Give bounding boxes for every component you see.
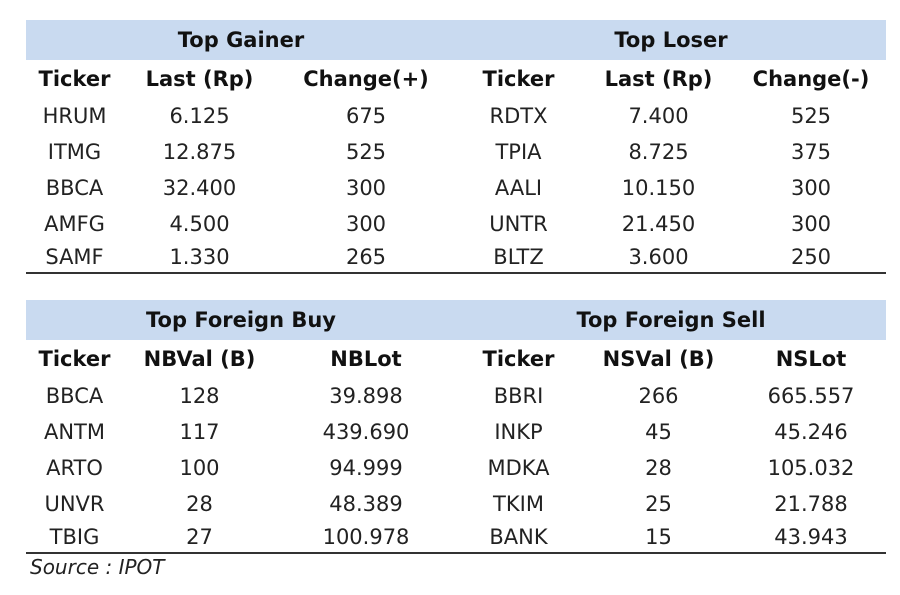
column-header: NSLot bbox=[775, 347, 847, 371]
table-cell: MDKA bbox=[487, 456, 550, 480]
column-header: NBLot bbox=[330, 347, 402, 371]
gainer-loser-header: Top Gainer Top Loser bbox=[26, 20, 886, 60]
table-cell: 4.500 bbox=[169, 212, 230, 236]
table-cell: UNTR bbox=[489, 212, 548, 236]
table-row: BBCA 32.400 300 AALI 10.150 300 bbox=[26, 170, 886, 206]
table-cell: BBCA bbox=[45, 176, 104, 200]
table-cell: UNVR bbox=[44, 492, 105, 516]
table-cell: TPIA bbox=[495, 140, 542, 164]
table-row: ARTO 100 94.999 MDKA 28 105.032 bbox=[26, 450, 886, 486]
foreign-flow-header: Top Foreign Buy Top Foreign Sell bbox=[26, 300, 886, 340]
table-cell: 48.389 bbox=[329, 492, 403, 516]
table-cell: 15 bbox=[645, 525, 672, 549]
column-header: Change(+) bbox=[303, 67, 429, 91]
table-cell: AMFG bbox=[44, 212, 105, 236]
top-foreign-sell-title: Top Foreign Sell bbox=[576, 308, 766, 332]
table-cell: 439.690 bbox=[322, 420, 410, 444]
top-foreign-buy-title: Top Foreign Buy bbox=[146, 308, 336, 332]
table-cell: 94.999 bbox=[329, 456, 403, 480]
table-header-row: Ticker NBVal (B) NBLot Ticker NSVal (B) … bbox=[26, 340, 886, 378]
table-cell: 128 bbox=[179, 384, 220, 408]
table-row: TBIG 27 100.978 BANK 15 43.943 bbox=[26, 522, 886, 553]
top-gainer-title: Top Gainer bbox=[177, 28, 305, 52]
table-cell: 39.898 bbox=[329, 384, 403, 408]
foreign-flow-section: Top Foreign Buy Top Foreign Sell Ticker … bbox=[26, 300, 886, 554]
table-cell: TKIM bbox=[493, 492, 544, 516]
table-cell: 43.943 bbox=[774, 525, 848, 549]
column-header: Last (Rp) bbox=[604, 67, 713, 91]
table-cell: 21.450 bbox=[621, 212, 696, 236]
table-cell: 21.788 bbox=[774, 492, 848, 516]
table-row: AMFG 4.500 300 UNTR 21.450 300 bbox=[26, 206, 886, 242]
table-cell: 27 bbox=[186, 525, 213, 549]
table-cell: 675 bbox=[345, 104, 387, 128]
table-row: SAMF 1.330 265 BLTZ 3.600 250 bbox=[26, 242, 886, 273]
table-row: HRUM 6.125 675 RDTX 7.400 525 bbox=[26, 98, 886, 134]
column-header: Ticker bbox=[482, 347, 555, 371]
source-note: Source : IPOT bbox=[30, 555, 165, 579]
table-cell: HRUM bbox=[42, 104, 107, 128]
table-cell: 7.400 bbox=[628, 104, 689, 128]
top-loser-title: Top Loser bbox=[614, 28, 728, 52]
column-header: NBVal (B) bbox=[143, 347, 256, 371]
table-cell: 25 bbox=[645, 492, 672, 516]
table-cell: ITMG bbox=[47, 140, 102, 164]
column-header: Ticker bbox=[38, 67, 111, 91]
table-cell: INKP bbox=[494, 420, 543, 444]
table-cell: 525 bbox=[790, 104, 832, 128]
table-row: ANTM 117 439.690 INKP 45 45.246 bbox=[26, 414, 886, 450]
table-row: BBCA 128 39.898 BBRI 266 665.557 bbox=[26, 378, 886, 414]
column-header: Ticker bbox=[482, 67, 555, 91]
table-cell: 8.725 bbox=[628, 140, 689, 164]
table-cell: ANTM bbox=[43, 420, 106, 444]
table-cell: 266 bbox=[638, 384, 679, 408]
column-header: NSVal (B) bbox=[602, 347, 715, 371]
table-header-row: Ticker Last (Rp) Change(+) Ticker Last (… bbox=[26, 60, 886, 98]
table-cell: 117 bbox=[179, 420, 220, 444]
table-cell: 32.400 bbox=[162, 176, 237, 200]
table-row: ITMG 12.875 525 TPIA 8.725 375 bbox=[26, 134, 886, 170]
table-cell: BBRI bbox=[493, 384, 544, 408]
table-cell: 300 bbox=[345, 176, 387, 200]
column-header: Change(-) bbox=[752, 67, 870, 91]
foreign-flow-table: Ticker NBVal (B) NBLot Ticker NSVal (B) … bbox=[26, 340, 886, 554]
table-cell: ARTO bbox=[46, 456, 103, 480]
table-cell: 265 bbox=[345, 245, 387, 269]
table-cell: 28 bbox=[645, 456, 672, 480]
column-header: Last (Rp) bbox=[145, 67, 254, 91]
table-cell: 45 bbox=[645, 420, 672, 444]
table-cell: 105.032 bbox=[767, 456, 855, 480]
table-cell: 6.125 bbox=[169, 104, 230, 128]
table-cell: 300 bbox=[790, 212, 832, 236]
table-cell: 12.875 bbox=[162, 140, 237, 164]
table-cell: 375 bbox=[790, 140, 832, 164]
table-cell: 250 bbox=[790, 245, 832, 269]
table-cell: 28 bbox=[186, 492, 213, 516]
table-cell: 100.978 bbox=[322, 525, 410, 549]
table-cell: BANK bbox=[489, 525, 548, 549]
table-row: UNVR 28 48.389 TKIM 25 21.788 bbox=[26, 486, 886, 522]
table-cell: 45.246 bbox=[774, 420, 848, 444]
table-cell: BBCA bbox=[45, 384, 104, 408]
gainer-loser-table: Ticker Last (Rp) Change(+) Ticker Last (… bbox=[26, 60, 886, 274]
table-cell: BLTZ bbox=[493, 245, 544, 269]
table-cell: 3.600 bbox=[628, 245, 689, 269]
table-cell: RDTX bbox=[489, 104, 548, 128]
table-cell: SAMF bbox=[45, 245, 104, 269]
table-cell: 300 bbox=[790, 176, 832, 200]
gainer-loser-section: Top Gainer Top Loser Ticker Last (Rp) Ch… bbox=[26, 20, 886, 274]
table-cell: 665.557 bbox=[767, 384, 855, 408]
column-header: Ticker bbox=[38, 347, 111, 371]
table-cell: 1.330 bbox=[169, 245, 230, 269]
table-cell: 300 bbox=[345, 212, 387, 236]
table-cell: 100 bbox=[179, 456, 220, 480]
table-cell: TBIG bbox=[49, 525, 100, 549]
table-cell: 10.150 bbox=[621, 176, 696, 200]
table-cell: AALI bbox=[494, 176, 543, 200]
table-cell: 525 bbox=[345, 140, 387, 164]
